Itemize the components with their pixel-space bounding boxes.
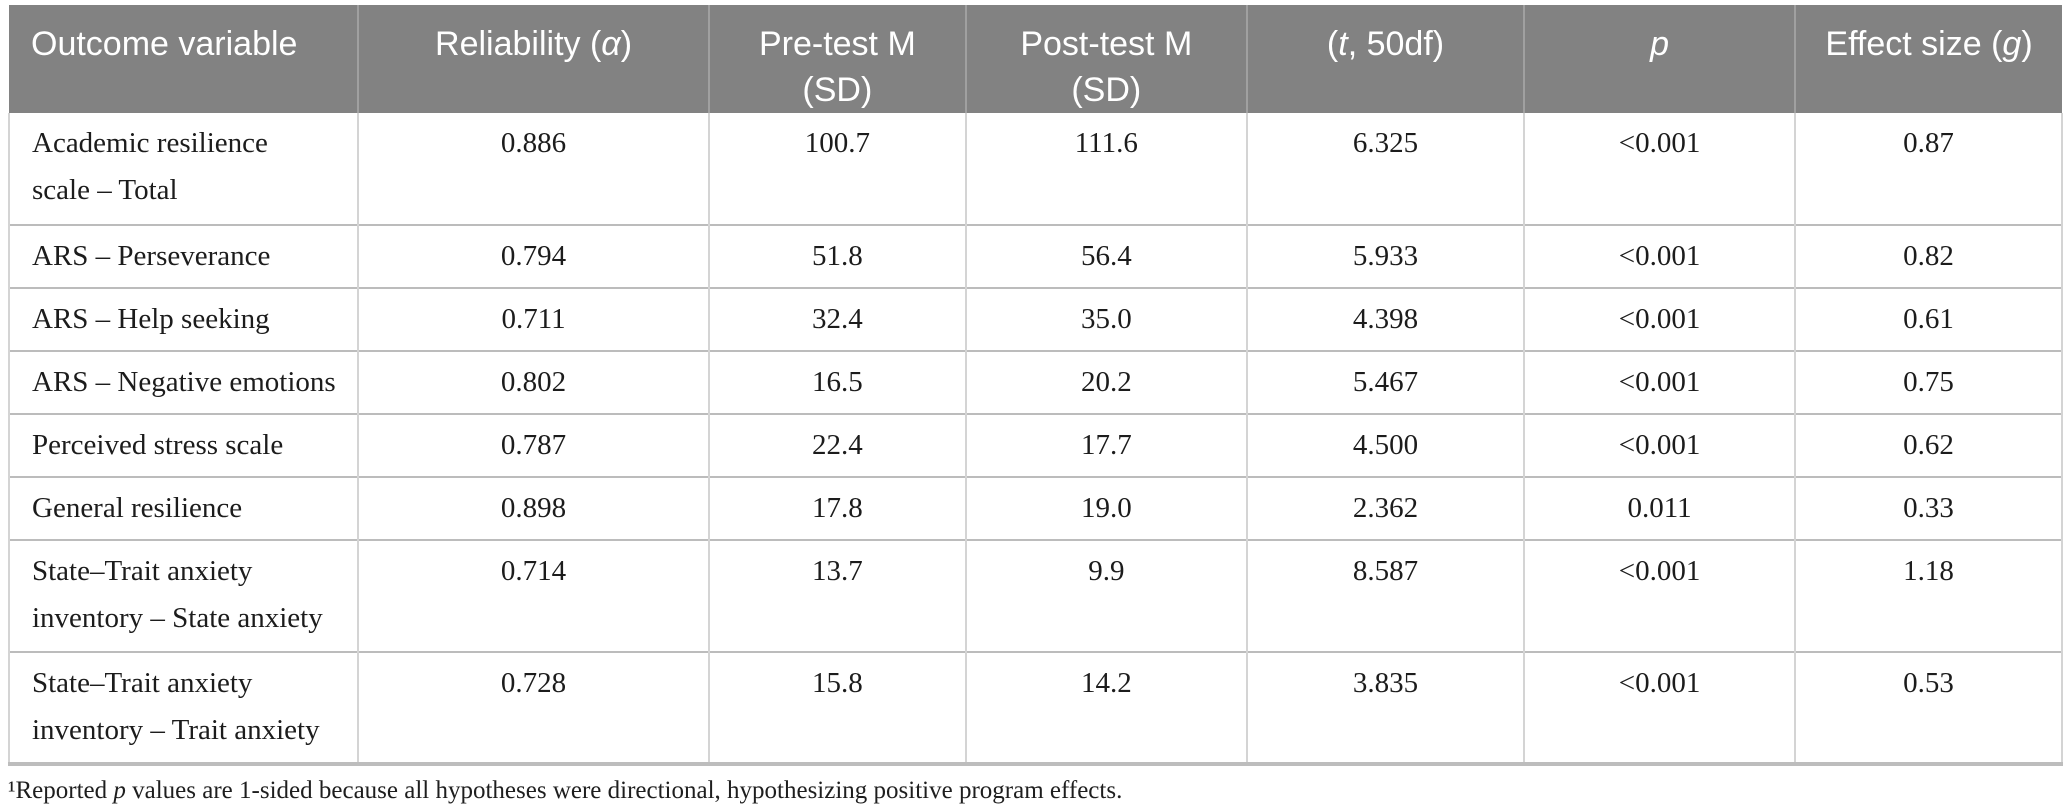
cell-t50df: 3.835 [1245,651,1525,766]
cell-p: <0.001 [1523,539,1796,652]
table-row: ARS – Help seeking 0.711 32.4 35.0 4.398 <0.0… [8,287,2063,351]
cell-t50df: 4.398 [1245,287,1525,351]
cell-t50df: 6.325 [1245,113,1525,225]
cell-p: <0.001 [1523,413,1796,477]
cell-outcome: State–Trait anxiety inventory – State an… [8,539,358,652]
table-row: Perceived stress scale 0.787 22.4 17.7 4.500… [8,413,2063,477]
cell-pretest: 100.7 [708,113,966,225]
results-table: Outcome variable Reliability (α) Pre-test … [8,5,2063,766]
cell-t50df: 5.933 [1245,224,1525,288]
cell-pretest: 15.8 [708,651,966,766]
cell-outcome: ARS – Help seeking [8,287,358,351]
cell-effect: 0.82 [1794,224,2063,288]
cell-p: <0.001 [1523,224,1796,288]
column-header-posttest: Post-test M (SD) [964,5,1247,113]
cell-reliability: 0.794 [356,224,710,288]
cell-pretest: 16.5 [708,350,966,414]
cell-p: <0.001 [1523,113,1796,225]
column-header-t50df: (t, 50df) [1245,5,1525,113]
cell-posttest: 35.0 [964,287,1247,351]
cell-outcome: ARS – Perseverance [8,224,358,288]
header-row: Outcome variable Reliability (α) Pre-test … [9,5,2062,113]
table-row: ARS – Negative emotions 0.802 16.5 20.2 5.46… [8,350,2063,414]
cell-effect: 0.62 [1794,413,2063,477]
cell-effect: 0.75 [1794,350,2063,414]
cell-reliability: 0.711 [356,287,710,351]
cell-t50df: 8.587 [1245,539,1525,652]
cell-posttest: 9.9 [964,539,1247,652]
cell-effect: 0.53 [1794,651,2063,766]
cell-reliability: 0.714 [356,539,710,652]
cell-posttest: 19.0 [964,476,1247,540]
cell-pretest: 22.4 [708,413,966,477]
cell-p: <0.001 [1523,287,1796,351]
cell-reliability: 0.787 [356,413,710,477]
cell-t50df: 4.500 [1245,413,1525,477]
column-header-effect: Effect size (g) [1794,5,2062,113]
cell-reliability: 0.886 [356,113,710,225]
cell-effect: 0.61 [1794,287,2063,351]
table-header: Outcome variable Reliability (α) Pre-test … [9,5,2062,113]
table-footnote: ¹Reported p values are 1-sided because a… [8,777,1123,804]
cell-posttest: 14.2 [964,651,1247,766]
cell-p: <0.001 [1523,350,1796,414]
table-row: ARS – Perseverance 0.794 51.8 56.4 5.933 <0.0… [8,224,2063,288]
table-row: Academic resilience scale – Total 0.886 10… [8,113,2063,225]
cell-t50df: 2.362 [1245,476,1525,540]
cell-pretest: 51.8 [708,224,966,288]
cell-reliability: 0.898 [356,476,710,540]
cell-pretest: 32.4 [708,287,966,351]
column-header-p: p [1523,5,1796,113]
cell-posttest: 111.6 [964,113,1247,225]
column-header-pretest: Pre-test M (SD) [708,5,966,113]
cell-reliability: 0.802 [356,350,710,414]
column-header-outcome: Outcome variable [9,5,358,113]
cell-outcome: ARS – Negative emotions [8,350,358,414]
cell-effect: 1.18 [1794,539,2063,652]
table-row: State–Trait anxiety inventory – State an… [8,539,2063,652]
cell-posttest: 20.2 [964,350,1247,414]
cell-p: 0.011 [1523,476,1796,540]
cell-posttest: 17.7 [964,413,1247,477]
table-body: Academic resilience scale – Total 0.886 10… [8,113,2063,766]
table-row: State–Trait anxiety inventory – Trait an… [8,651,2063,766]
cell-pretest: 13.7 [708,539,966,652]
cell-outcome: State–Trait anxiety inventory – Trait an… [8,651,358,766]
cell-effect: 0.87 [1794,113,2063,225]
cell-pretest: 17.8 [708,476,966,540]
cell-outcome: Perceived stress scale [8,413,358,477]
cell-posttest: 56.4 [964,224,1247,288]
cell-outcome: Academic resilience scale – Total [8,113,358,225]
table-row: General resilience 0.898 17.8 19.0 2.362 0.01… [8,476,2063,540]
cell-reliability: 0.728 [356,651,710,766]
column-header-reliability: Reliability (α) [356,5,710,113]
cell-outcome: General resilience [8,476,358,540]
cell-t50df: 5.467 [1245,350,1525,414]
cell-effect: 0.33 [1794,476,2063,540]
cell-p: <0.001 [1523,651,1796,766]
